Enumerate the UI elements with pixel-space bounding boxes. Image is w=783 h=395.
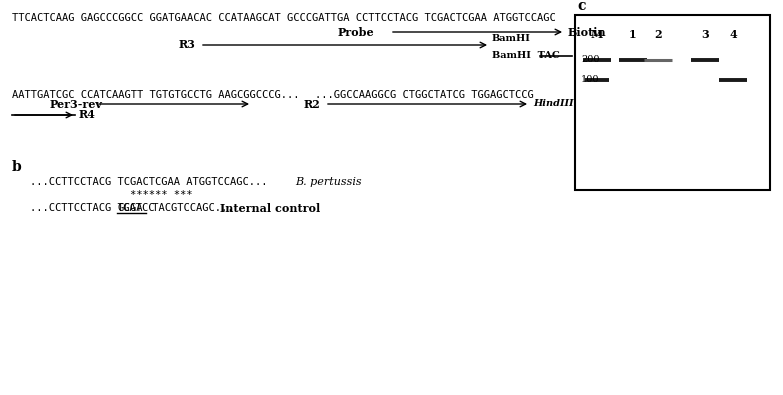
- Text: HindIII: HindIII: [533, 100, 573, 109]
- Text: ...GGCCAAGGCG CTGGCTATCG TGGAGCTCCG: ...GGCCAAGGCG CTGGCTATCG TGGAGCTCCG: [315, 90, 534, 100]
- Text: 100: 100: [581, 75, 600, 85]
- Text: TACGTCCAGC...: TACGTCCAGC...: [146, 203, 234, 213]
- Text: 3: 3: [701, 30, 709, 41]
- Text: BamHI  TAC: BamHI TAC: [492, 51, 560, 60]
- Text: TTCACTCAAG GAGCCCGGCC GGATGAACAC CCATAAGCAT GCCCGATTGA CCTTCCTACG TCGACTCGAA ATG: TTCACTCAAG GAGCCCGGCC GGATGAACAC CCATAAG…: [12, 13, 556, 23]
- Text: R4: R4: [79, 109, 96, 120]
- Text: M: M: [591, 30, 603, 41]
- Text: AATTGATCGC CCATCAAGTT TGTGTGCCTG AAGCGGCCCG...: AATTGATCGC CCATCAAGTT TGTGTGCCTG AAGCGGC…: [12, 90, 300, 100]
- Text: Biotin: Biotin: [568, 26, 607, 38]
- Text: 1: 1: [630, 30, 637, 41]
- Text: ...CCTTCCTACG TCGA: ...CCTTCCTACG TCGA: [30, 203, 143, 213]
- Text: R2: R2: [303, 98, 320, 109]
- Text: GGATCC: GGATCC: [117, 203, 155, 213]
- Text: 4: 4: [729, 30, 737, 41]
- Text: Internal control: Internal control: [220, 203, 320, 214]
- Text: b: b: [12, 160, 22, 174]
- Text: 200: 200: [581, 56, 600, 64]
- Text: Probe: Probe: [338, 26, 374, 38]
- Text: B. pertussis: B. pertussis: [295, 177, 362, 187]
- Text: Per3-rev: Per3-rev: [50, 98, 103, 109]
- Text: 2: 2: [654, 30, 662, 41]
- Text: c: c: [577, 0, 586, 13]
- Text: ****** ***: ****** ***: [130, 190, 193, 200]
- Bar: [575, 15, 770, 190]
- Text: ...CCTTCCTACG TCGACTCGAA ATGGTCCAGC...: ...CCTTCCTACG TCGACTCGAA ATGGTCCAGC...: [30, 177, 268, 187]
- Text: R3: R3: [178, 40, 195, 51]
- Text: BamHI: BamHI: [492, 34, 531, 43]
